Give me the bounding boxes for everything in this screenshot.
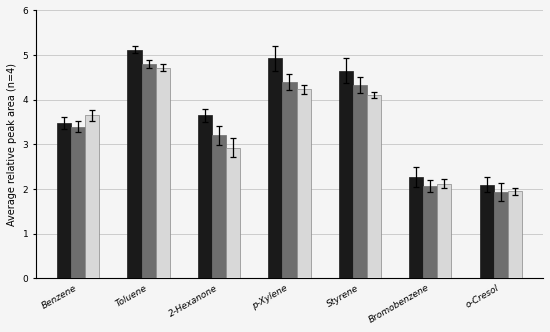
Bar (508, 191, 522, 278)
Bar (424, 186, 437, 278)
Bar (141, 64, 156, 278)
Bar (57, 123, 71, 278)
Bar (480, 185, 494, 278)
Bar (212, 135, 226, 278)
Bar (128, 50, 141, 278)
Bar (198, 115, 212, 278)
Bar (409, 177, 424, 278)
Bar (268, 58, 283, 278)
Bar (156, 68, 170, 278)
Bar (367, 95, 381, 278)
Bar (437, 184, 452, 278)
Bar (85, 115, 100, 278)
Bar (283, 82, 296, 278)
Bar (71, 126, 85, 278)
Bar (339, 71, 353, 278)
Bar (296, 89, 311, 278)
Bar (226, 147, 240, 278)
Y-axis label: Average relative peak area (n=4): Average relative peak area (n=4) (7, 63, 17, 226)
Bar (494, 192, 508, 278)
Bar (353, 85, 367, 278)
